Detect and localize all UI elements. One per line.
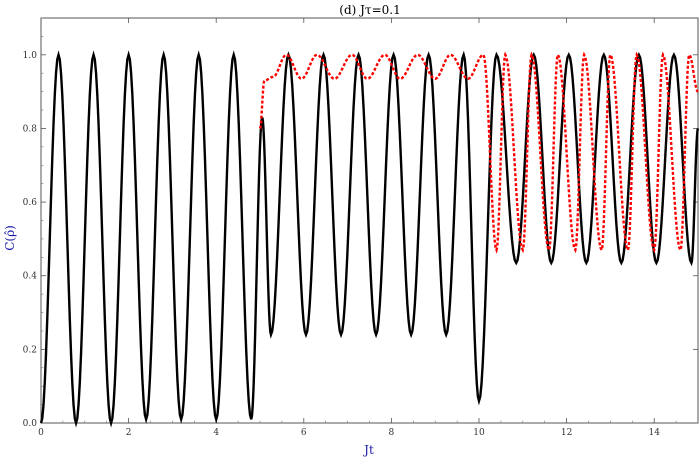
- series-line-black-solid: [39, 50, 700, 428]
- y-tick-label: 0.4: [23, 272, 38, 282]
- x-tick-label: 10: [473, 428, 485, 438]
- x-tick-label: 8: [389, 428, 395, 438]
- x-tick-label: 2: [126, 428, 132, 438]
- x-axis-label: Jt: [362, 443, 374, 457]
- series-layer: [39, 50, 700, 428]
- y-tick-label: 0.8: [23, 124, 38, 134]
- y-tick-label: 0.2: [23, 345, 37, 355]
- series-line-red-dotted: [258, 51, 699, 254]
- x-tick-label: 12: [561, 428, 572, 438]
- y-tick-label: 1.0: [23, 51, 38, 61]
- x-tick-label: 6: [301, 428, 307, 438]
- chart-title: (d) Jτ=0.1: [339, 3, 400, 17]
- x-tick-label: 4: [213, 428, 219, 438]
- y-axis-label: C(ρ̂): [3, 225, 17, 251]
- x-tick-label: 14: [648, 428, 660, 438]
- y-tick-label: 0.6: [23, 198, 38, 208]
- axis-ticks: 0 2 4 6 8 10 12 14 0.0 0.2 0.4 0.6 0.8 1.0: [23, 17, 699, 438]
- x-tick-label: 0: [38, 428, 44, 438]
- y-tick-label: 0.0: [23, 419, 38, 429]
